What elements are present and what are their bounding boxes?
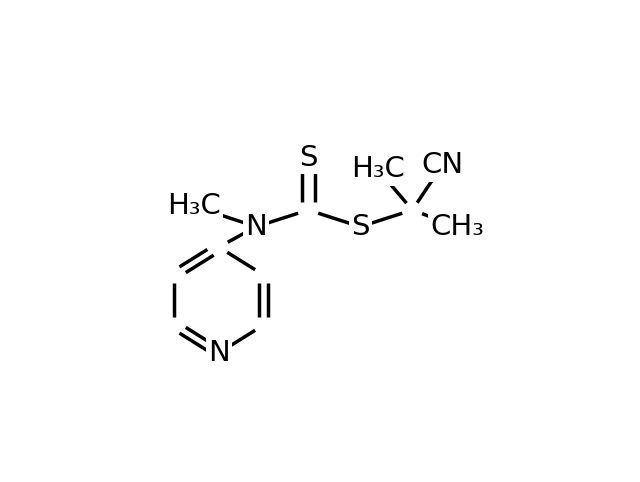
Text: S: S bbox=[299, 144, 317, 172]
Text: H₃C: H₃C bbox=[351, 155, 404, 183]
Text: CN: CN bbox=[421, 151, 463, 179]
Text: CH₃: CH₃ bbox=[430, 213, 484, 241]
Text: N: N bbox=[208, 339, 230, 367]
Text: S: S bbox=[351, 213, 369, 241]
Text: H₃C: H₃C bbox=[167, 192, 221, 220]
Text: N: N bbox=[245, 213, 267, 241]
